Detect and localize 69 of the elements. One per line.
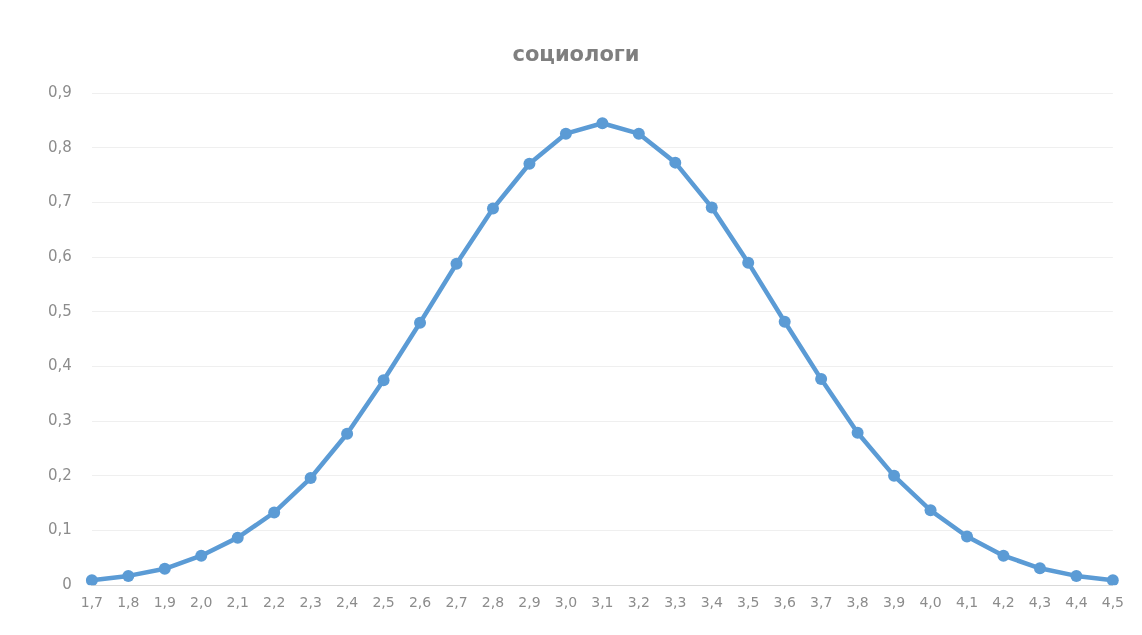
point — [778, 315, 791, 328]
point — [523, 157, 536, 170]
y-tick-label: 0,5 — [48, 301, 72, 320]
point — [669, 156, 682, 169]
x-tick-label: 4,3 — [1028, 594, 1052, 611]
point — [851, 426, 864, 439]
y-tick-label: 0,9 — [48, 83, 72, 102]
x-tick-label: 3,5 — [737, 594, 760, 611]
x-tick-label: 3,4 — [700, 594, 723, 611]
y-tick-label: 0,2 — [48, 465, 72, 484]
point — [195, 549, 208, 562]
y-tick-label: 0,7 — [48, 192, 72, 211]
point — [559, 127, 572, 140]
y-tick-label: 0,1 — [48, 520, 72, 539]
point — [122, 569, 135, 582]
point — [632, 127, 645, 140]
point — [85, 574, 98, 586]
x-tick-label: 3,6 — [773, 594, 796, 611]
chart-title: социологи — [512, 42, 640, 67]
x-tick-label: 2,4 — [335, 594, 359, 611]
point — [742, 256, 755, 269]
point — [961, 530, 974, 543]
x-tick-label: 3,1 — [591, 594, 614, 611]
x-tick-label: 2,2 — [263, 594, 286, 611]
x-tick-label: 4,2 — [992, 594, 1015, 611]
point — [596, 117, 609, 130]
x-tick-label: 1,7 — [80, 594, 103, 611]
point — [158, 562, 171, 575]
point — [341, 427, 354, 440]
x-tick-label: 3,7 — [810, 594, 833, 611]
x-tick-label: 4,1 — [955, 594, 979, 611]
y-tick-label: 0,8 — [48, 137, 72, 156]
x-tick-label: 3,8 — [846, 594, 869, 611]
x-tick-label: 4,5 — [1101, 594, 1124, 611]
y-tick-label: 0 — [62, 575, 72, 594]
x-tick-label: 1,8 — [117, 594, 140, 611]
x-tick-label: 3,3 — [664, 594, 687, 611]
x-tick-label: 3,9 — [882, 594, 906, 611]
point — [414, 316, 427, 329]
x-tick-label: 3,0 — [554, 594, 578, 611]
x-tick-label: 3,2 — [627, 594, 650, 611]
x-tick-label: 2,9 — [518, 594, 541, 611]
x-tick-label: 4,4 — [1065, 594, 1088, 611]
x-tick-label: 2,0 — [190, 594, 213, 611]
point — [1106, 574, 1119, 586]
x-tick-label: 4,0 — [919, 594, 942, 611]
x-tick-label: 2,6 — [408, 594, 432, 611]
point — [231, 531, 244, 544]
point — [304, 472, 317, 485]
point — [1033, 562, 1046, 575]
point — [486, 202, 499, 215]
x-tick-label: 2,5 — [372, 594, 395, 611]
point — [1070, 569, 1083, 582]
x-tick-label: 1,9 — [153, 594, 176, 611]
x-tick-label: 2,7 — [445, 594, 468, 611]
point — [815, 373, 828, 386]
point — [888, 469, 901, 482]
x-tick-label: 2,1 — [226, 594, 249, 611]
y-tick-label: 0,6 — [48, 247, 72, 266]
y-tick-label: 0,4 — [48, 356, 72, 375]
y-tick-label: 0,3 — [48, 411, 72, 430]
point — [268, 506, 281, 519]
point — [377, 374, 390, 387]
point — [450, 257, 463, 270]
x-tick-label: 2,8 — [481, 594, 505, 611]
point — [997, 549, 1010, 562]
point — [705, 201, 718, 214]
x-tick-label: 2,3 — [299, 594, 322, 611]
point — [924, 504, 937, 517]
